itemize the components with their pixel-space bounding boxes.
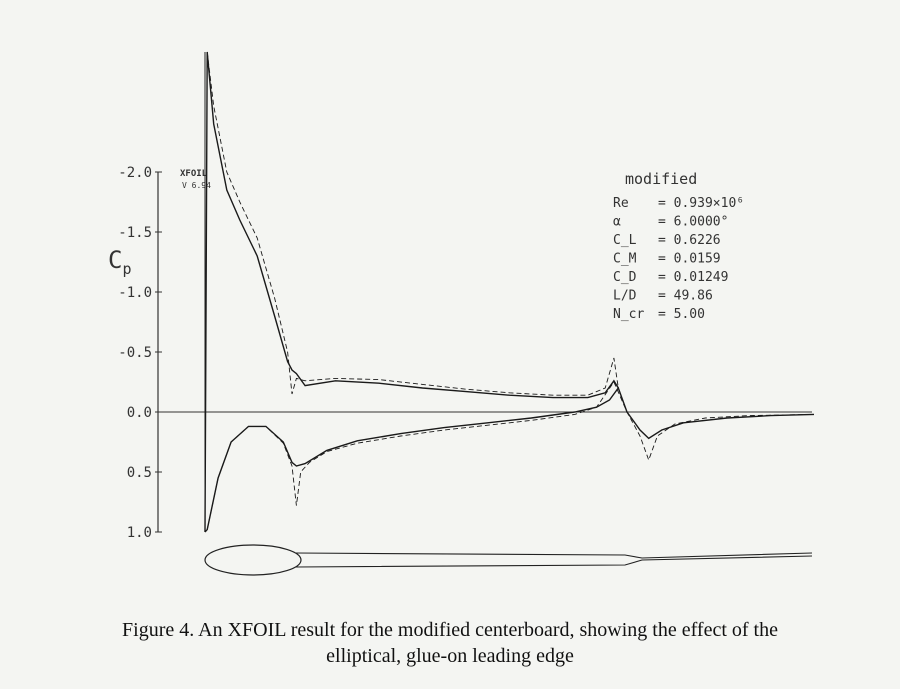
y-axis-label: Cp — [108, 246, 131, 278]
program-name: XFOIL — [180, 169, 208, 179]
y-tick-label: -0.5 — [118, 345, 152, 361]
parameter-label: Re — [613, 196, 629, 211]
parameter-label: C_M — [613, 252, 637, 267]
elliptical-leading-edge — [204, 544, 302, 576]
parameter-value: = 49.86 — [658, 289, 713, 304]
axes — [157, 52, 812, 532]
series-group — [204, 51, 815, 533]
centerboard-body-and-wake — [295, 552, 813, 568]
y-tick-label: -2.0 — [118, 165, 152, 181]
figure-caption: Figure 4. An XFOIL result for the modifi… — [0, 617, 900, 669]
parameter-value: = 0.6226 — [658, 233, 721, 248]
series-line-inviscid-upper — [206, 51, 619, 396]
y-tick-label: -1.0 — [118, 285, 152, 301]
series-line-inviscid-lower — [206, 381, 815, 530]
parameter-value: = 5.00 — [658, 307, 705, 322]
program-version: V 6.94 — [182, 181, 211, 190]
parameter-label: N_cr — [613, 307, 644, 322]
caption-line-2: elliptical, glue-on leading edge — [326, 645, 574, 667]
y-tick-label: 0.0 — [127, 405, 152, 421]
parameter-value: = 0.01249 — [658, 270, 728, 285]
y-ticks: -2.0 -1.5 -1.0 -0.5 0.0 0.5 1.0 — [118, 165, 162, 541]
parameter-label: C_L — [613, 233, 637, 248]
parameter-label: L/D — [613, 289, 637, 304]
y-tick-label: 0.5 — [127, 465, 152, 481]
parameter-value: = 0.939×10⁶ — [658, 196, 744, 211]
parameter-label: C_D — [613, 270, 637, 285]
series-line-viscous-upper — [204, 51, 619, 533]
parameter-value: = 0.0159 — [658, 252, 721, 267]
y-tick-label: -1.5 — [118, 225, 152, 241]
airfoil-outline — [204, 544, 813, 576]
parameter-value: = 6.0000° — [658, 215, 728, 230]
caption-line-1: Figure 4. An XFOIL result for the modifi… — [122, 619, 778, 641]
chart-title: modified — [625, 170, 697, 188]
y-tick-label: 1.0 — [127, 525, 152, 541]
series-line-viscous-lower — [204, 386, 815, 533]
parameters-block: Re = 0.939×10⁶ α = 6.0000° C_L = 0.6226 C_M = 0… — [613, 196, 744, 322]
parameter-label: α — [613, 215, 621, 230]
